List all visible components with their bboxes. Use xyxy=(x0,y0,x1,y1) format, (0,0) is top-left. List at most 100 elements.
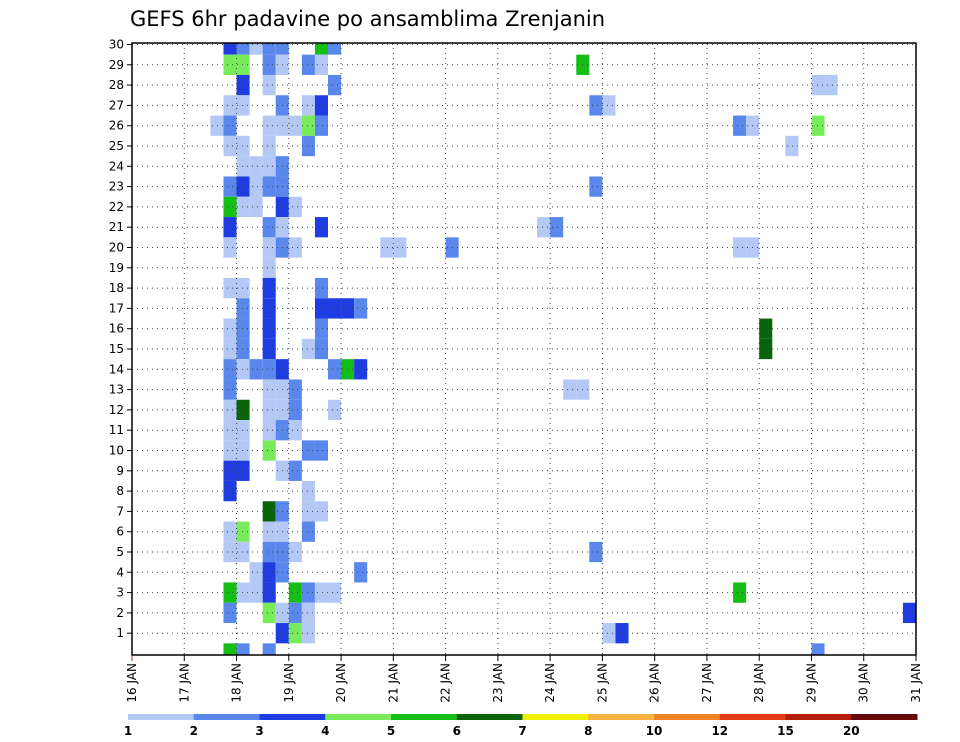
precip-cell xyxy=(236,460,250,481)
y-tick-label: 19 xyxy=(109,261,124,275)
precip-cell xyxy=(223,318,237,339)
precip-cell xyxy=(314,440,328,461)
precip-cell xyxy=(759,318,773,339)
precip-cell xyxy=(236,277,250,299)
precip-cell xyxy=(785,135,799,157)
x-tick-label: 29 JAN xyxy=(805,663,819,703)
precip-cell xyxy=(262,257,276,278)
precip-cell xyxy=(236,521,250,542)
colorbar-swatch xyxy=(588,714,655,720)
precip-cell xyxy=(314,318,328,339)
x-tick-label: 23 JAN xyxy=(491,663,505,703)
precip-cell xyxy=(223,237,237,258)
precip-cell xyxy=(301,480,315,502)
precip-cell xyxy=(262,359,276,380)
precip-cell xyxy=(301,602,315,624)
x-tick-label: 19 JAN xyxy=(282,663,296,703)
precip-cell xyxy=(236,298,250,319)
precip-cell xyxy=(275,43,289,55)
precip-cell xyxy=(223,43,237,55)
colorbar-swatch xyxy=(851,714,918,720)
colorbar-label: 7 xyxy=(518,724,526,738)
precip-cell xyxy=(236,399,250,421)
precip-cell xyxy=(314,217,328,238)
colorbar-swatch xyxy=(128,714,195,720)
precip-cell xyxy=(249,43,263,55)
precip-cell xyxy=(262,521,276,542)
precip-cell xyxy=(223,277,237,299)
precip-cell xyxy=(288,420,302,441)
precip-cell xyxy=(902,602,916,624)
precip-cell xyxy=(393,237,407,258)
precip-cell xyxy=(249,176,263,197)
precip-cell xyxy=(236,176,250,197)
precip-cell xyxy=(380,237,394,258)
colorbar-swatch xyxy=(259,714,326,720)
precip-cell xyxy=(314,298,328,319)
colorbar-label: 2 xyxy=(190,724,198,738)
y-tick-label: 3 xyxy=(116,586,124,600)
x-tick-label: 30 JAN xyxy=(857,663,871,703)
precip-cell xyxy=(328,74,342,96)
x-tick-label: 16 JAN xyxy=(125,663,139,703)
precip-cell xyxy=(589,176,603,197)
precip-cell xyxy=(236,135,250,157)
colorbar-swatch xyxy=(522,714,589,720)
colorbar-label: 1 xyxy=(124,724,132,738)
y-tick-label: 24 xyxy=(109,159,124,173)
precip-cell xyxy=(288,623,302,644)
precip-cell xyxy=(236,359,250,380)
precip-cell xyxy=(288,602,302,624)
precip-cell xyxy=(223,135,237,157)
precip-cell xyxy=(759,338,773,360)
precip-cell xyxy=(249,156,263,177)
y-tick-label: 9 xyxy=(116,464,124,478)
y-tick-label: 10 xyxy=(109,444,124,458)
x-tick-label: 20 JAN xyxy=(334,663,348,703)
precip-cell xyxy=(550,217,564,238)
precip-cell xyxy=(354,562,368,583)
precip-cell xyxy=(811,74,825,96)
colorbar-swatch xyxy=(654,714,721,720)
precip-cell xyxy=(301,115,315,136)
precip-cell xyxy=(262,379,276,400)
precip-cell xyxy=(328,298,342,319)
precip-cell xyxy=(249,359,263,380)
precip-cell xyxy=(301,95,315,116)
precip-cell xyxy=(301,54,315,75)
precip-cell xyxy=(262,501,276,522)
precip-cell xyxy=(236,196,250,218)
precip-cell xyxy=(314,277,328,299)
y-tick-label: 18 xyxy=(109,281,124,295)
y-tick-label: 23 xyxy=(109,180,124,194)
precip-cell xyxy=(301,338,315,360)
precip-cell xyxy=(354,298,368,319)
precip-cell xyxy=(236,541,250,563)
precip-cell xyxy=(223,582,237,603)
precip-cell xyxy=(288,541,302,563)
precip-cell xyxy=(602,623,616,644)
precip-cell xyxy=(262,643,276,655)
colorbar-label: 4 xyxy=(321,724,329,738)
y-tick-label: 6 xyxy=(116,525,124,539)
colorbar-label: 6 xyxy=(453,724,461,738)
colorbar-label: 3 xyxy=(255,724,263,738)
y-tick-label: 29 xyxy=(109,58,124,72)
precip-cell xyxy=(262,176,276,197)
precip-cell xyxy=(262,54,276,75)
precip-cell xyxy=(262,298,276,319)
colorbar-swatch xyxy=(325,714,392,720)
precip-cell xyxy=(223,480,237,502)
precip-cell xyxy=(301,623,315,644)
precip-cell xyxy=(223,420,237,441)
precip-cell xyxy=(249,582,263,603)
y-tick-label: 16 xyxy=(109,322,124,336)
chart-title: GEFS 6hr padavine po ansamblima Zrenjani… xyxy=(130,7,605,31)
precip-cell xyxy=(223,643,237,655)
y-tick-label: 5 xyxy=(116,545,124,559)
x-tick-label: 28 JAN xyxy=(752,663,766,703)
x-tick-label: 22 JAN xyxy=(439,663,453,703)
precip-cell xyxy=(262,541,276,563)
y-tick-label: 4 xyxy=(116,565,124,579)
y-tick-label: 1 xyxy=(116,626,124,640)
